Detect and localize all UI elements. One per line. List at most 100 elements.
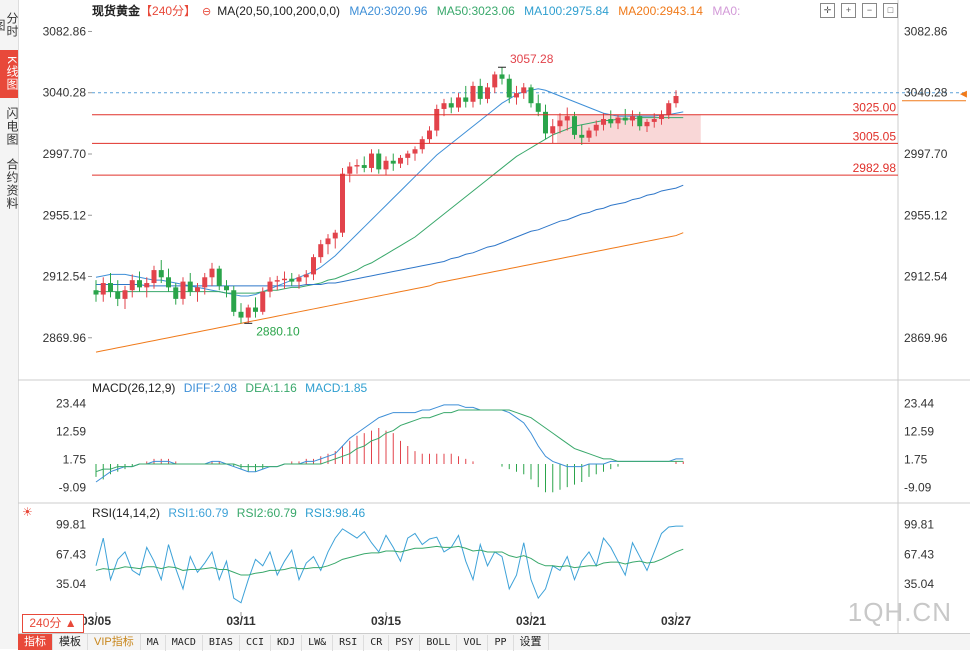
- cci-button[interactable]: CCI: [240, 635, 272, 651]
- candle-body: [492, 74, 498, 88]
- rsi-fast-line: [95, 525, 684, 604]
- macd-tick-right: -9.09: [904, 480, 932, 494]
- macd-diff-line: [95, 404, 684, 483]
- candle-body: [303, 274, 309, 278]
- macd-tick-right: 12.59: [904, 425, 934, 439]
- candle-body: [166, 277, 171, 288]
- candle-body: [354, 165, 360, 167]
- rsi-tick-left: 99.81: [56, 517, 86, 531]
- candle-body: [115, 291, 121, 299]
- candle-body: [579, 134, 585, 138]
- candle-body: [296, 277, 302, 282]
- candle-body: [514, 93, 519, 98]
- rsi3-value: RSI3:98.46: [305, 506, 366, 520]
- indicator-tab[interactable]: 指标: [18, 634, 53, 650]
- candle-body: [651, 119, 657, 122]
- candle-body: [347, 166, 353, 174]
- tab-kline-chart[interactable]: K线图: [0, 50, 19, 98]
- time-label: 03/27: [661, 614, 691, 628]
- price-marker-arrow: ◀: [960, 89, 967, 99]
- rsi2-value: RSI2:60.79: [236, 506, 297, 520]
- candle-body: [557, 120, 563, 127]
- candle-body: [644, 121, 650, 127]
- template-tab[interactable]: 模板: [53, 634, 88, 650]
- candle-body: [158, 270, 164, 278]
- candle-body: [137, 280, 142, 288]
- level-label: 2982.98: [853, 161, 897, 175]
- support-resistance-lines: 3025.00 3005.05 2982.98: [92, 101, 898, 176]
- price-axis: 3082.86 3082.86 3040.28 3040.28 2997.70 2997.…: [43, 24, 967, 344]
- lw-button[interactable]: LW&: [302, 635, 334, 651]
- macd-tick-right: 23.44: [904, 397, 934, 411]
- vip-indicator-tab[interactable]: VIP指标: [88, 634, 141, 650]
- ma-label: MA(20,50,100,200,0,0): [217, 4, 341, 18]
- price-tick-right: 2997.70: [904, 147, 948, 161]
- time-label: 03/15: [371, 614, 401, 628]
- ma-line-ma20: [95, 88, 684, 297]
- price-tick-left: 2912.54: [43, 270, 87, 284]
- fullscreen-icon[interactable]: □: [883, 3, 898, 18]
- rsi-button[interactable]: RSI: [333, 635, 365, 651]
- candle-body: [405, 153, 411, 158]
- macd-tick-right: 1.75: [904, 453, 928, 467]
- pp-button[interactable]: PP: [488, 635, 514, 651]
- tab-flash-chart[interactable]: 闪电图: [5, 106, 19, 146]
- ma-line-ma200: [95, 232, 684, 353]
- kdj-button[interactable]: KDJ: [271, 635, 303, 651]
- candle-body: [659, 114, 664, 120]
- rsi-header: RSI(14,14,2) RSI1:60.79 RSI2:60.79 RSI3:…: [92, 506, 370, 520]
- bias-button[interactable]: BIAS: [203, 635, 240, 651]
- macd-tick-left: 1.75: [63, 453, 87, 467]
- zoom-out-icon[interactable]: −: [862, 3, 877, 18]
- ma100-value: MA100:2975.84: [524, 4, 609, 18]
- crosshair-icon[interactable]: ✛: [820, 3, 835, 18]
- vol-button[interactable]: VOL: [457, 635, 489, 651]
- candle-body: [122, 290, 128, 299]
- candle-body: [340, 173, 345, 233]
- candle-body: [318, 244, 324, 258]
- tab-contract-info[interactable]: 合约资料: [5, 158, 19, 210]
- macd-label: MACD(26,12,9): [92, 381, 176, 395]
- chart-header: 现货黄金【240分】 ⊖ MA(20,50,100,200,0,0) MA20:30…: [92, 3, 746, 19]
- candle-body: [129, 280, 135, 291]
- candle-body: [586, 130, 592, 138]
- macd-button[interactable]: MACD: [166, 635, 203, 651]
- candle-body: [448, 103, 454, 108]
- candle-body: [202, 277, 208, 288]
- rsi1-value: RSI1:60.79: [168, 506, 229, 520]
- settings-button[interactable]: 设置: [514, 634, 549, 650]
- candle-body: [144, 283, 150, 288]
- rsi-tick-right: 35.04: [904, 577, 934, 591]
- candle-body: [535, 103, 541, 112]
- cr-button[interactable]: CR: [364, 635, 390, 651]
- period-selector[interactable]: 240分 ▲: [22, 614, 84, 633]
- candle-body: [456, 97, 461, 108]
- price-tick-right: 2869.96: [904, 331, 948, 345]
- candle-body: [151, 270, 157, 284]
- candles: [93, 67, 679, 324]
- candle-body: [238, 311, 244, 318]
- zoom-in-icon[interactable]: +: [841, 3, 856, 18]
- level-label: 3025.00: [853, 101, 897, 115]
- candle-body: [593, 124, 599, 131]
- boll-button[interactable]: BOLL: [420, 635, 458, 651]
- candle-body: [470, 85, 476, 102]
- candle-body: [274, 280, 280, 282]
- rsi-panel: 99.81 99.81 67.43 67.43 35.04 35.04: [56, 517, 934, 604]
- ma-button[interactable]: MA: [141, 635, 166, 651]
- candle-body: [108, 283, 113, 292]
- level-label: 3005.05: [853, 129, 897, 143]
- candle-body: [543, 111, 548, 134]
- settings-icon[interactable]: ⊖: [202, 6, 212, 18]
- price-tick-right: 2955.12: [904, 208, 948, 222]
- tab-time-chart[interactable]: 分时图: [0, 12, 19, 38]
- candle-body: [282, 278, 287, 281]
- sun-icon[interactable]: ☀: [22, 505, 33, 519]
- sidebar: 分时图 K线图 闪电图 合约资料: [0, 0, 19, 649]
- psy-button[interactable]: PSY: [389, 635, 421, 651]
- price-tick-left: 3082.86: [43, 24, 87, 38]
- candle-body: [173, 287, 179, 299]
- ma-line-ma100: [96, 184, 684, 287]
- candle-body: [180, 281, 186, 299]
